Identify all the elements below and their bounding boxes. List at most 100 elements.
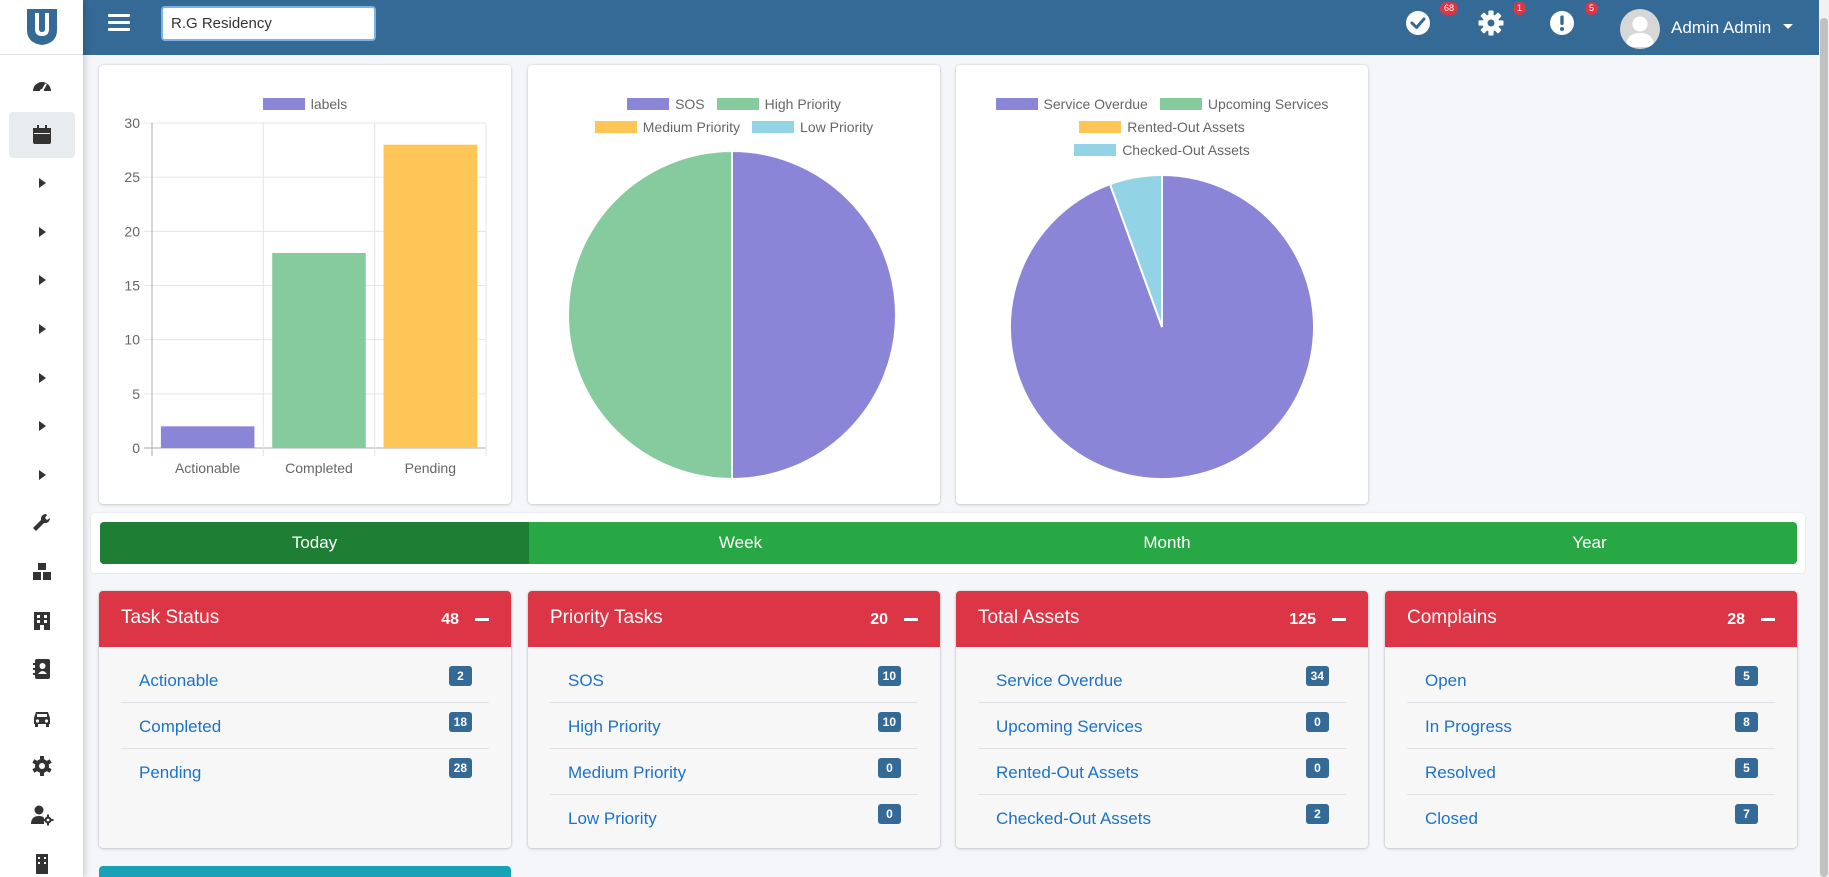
stat-link-completed[interactable]: Completed (139, 717, 222, 736)
logo-area[interactable] (0, 0, 83, 55)
page-scrollbar[interactable] (1819, 0, 1829, 877)
bar-chart-legend: labels (99, 96, 511, 119)
assets-pie-legend: Service Overdue Upcoming Services Rented-O… (956, 96, 1368, 165)
legend-swatch (752, 121, 795, 133)
sidebar-item-17[interactable] (9, 841, 75, 877)
card-total: 20 (870, 611, 888, 628)
sidebar-item-6[interactable] (9, 306, 75, 352)
property-search-input[interactable] (161, 6, 376, 41)
count-badge: 0 (1306, 712, 1329, 732)
stat-link-resolved[interactable]: Resolved (1425, 763, 1496, 782)
sidebar-item-13[interactable] (9, 646, 75, 692)
avatar[interactable] (1620, 9, 1660, 49)
collapse-minus-icon[interactable] (1332, 618, 1346, 621)
calendar-icon (32, 124, 51, 144)
address-book-icon (32, 659, 50, 680)
legend-item[interactable]: Upcoming Services (1159, 96, 1328, 112)
stat-link-pending[interactable]: Pending (139, 763, 202, 782)
caret-right-icon (38, 323, 46, 334)
collapse-minus-icon[interactable] (1761, 618, 1775, 621)
stat-link-closed[interactable]: Closed (1425, 809, 1478, 828)
list-item: Service Overdue 34 (978, 657, 1346, 703)
sidebar-item-11[interactable] (9, 549, 75, 595)
list-item: Actionable 2 (121, 657, 489, 703)
sidebar-item-7[interactable] (9, 355, 75, 401)
sidebar-item-16[interactable] (9, 792, 75, 838)
sidebar-item-1[interactable] (9, 63, 75, 109)
legend-item[interactable]: Low Priority (752, 119, 873, 135)
collapse-minus-icon[interactable] (904, 618, 918, 621)
complains-card: Complains 28 Open 5 In Progress 8 Resolv… (1385, 591, 1797, 848)
task-status-chart-card: labels 0 5 10 15 20 25 30 Actionable Completed Pe… (99, 65, 511, 504)
legend-label: Rented-Out Assets (1127, 119, 1245, 135)
sidebar-item-15[interactable] (9, 743, 75, 789)
card-title: Complains (1407, 607, 1497, 628)
sidebar-item-9[interactable] (9, 452, 75, 498)
bar-chart: 0 5 10 15 20 25 30 Actionable Completed Pending (124, 115, 487, 476)
stat-link-high-priority[interactable]: High Priority (568, 717, 661, 736)
dashboard-gauge-icon (32, 82, 51, 93)
sidebar-item-5[interactable] (9, 257, 75, 303)
x-tick-label: Completed (285, 460, 353, 476)
pie-slice-high-priority[interactable] (567, 149, 733, 481)
user-cog-icon (30, 805, 53, 826)
tab-year[interactable]: Year (1572, 533, 1607, 552)
sidebar-item-3[interactable] (9, 160, 75, 206)
stat-link-sos[interactable]: SOS (568, 671, 604, 690)
sidebar-item-10[interactable] (9, 500, 75, 546)
sidebar-item-14[interactable] (9, 695, 75, 741)
stat-link-rented-out-assets[interactable]: Rented-Out Assets (996, 763, 1139, 782)
legend-item[interactable]: Checked-Out Assets (1074, 142, 1250, 158)
building-icon (33, 611, 50, 630)
tab-week[interactable]: Week (718, 533, 763, 552)
legend-item[interactable]: Service Overdue (995, 96, 1148, 112)
sidebar-item-8[interactable] (9, 403, 75, 449)
legend-label: Low Priority (800, 119, 874, 135)
tab-month[interactable]: Month (1143, 533, 1191, 552)
hamburger-icon[interactable] (108, 14, 130, 32)
count-badge: 2 (1306, 804, 1329, 824)
stat-link-checked-out-assets[interactable]: Checked-Out Assets (996, 809, 1151, 828)
stat-link-open[interactable]: Open (1425, 671, 1467, 690)
bar-completed[interactable] (272, 253, 366, 448)
stat-link-in-progress[interactable]: In Progress (1425, 717, 1512, 736)
list-item: Low Priority 0 (550, 795, 918, 841)
bar-actionable[interactable] (160, 426, 255, 448)
legend-item[interactable]: labels (262, 96, 347, 112)
sidebar-item-2[interactable] (8, 111, 75, 158)
sidebar-item-12[interactable] (9, 598, 75, 644)
legend-label: High Priority (764, 96, 841, 112)
stat-link-low-priority[interactable]: Low Priority (568, 809, 657, 828)
user-name[interactable]: Admin Admin (1671, 18, 1772, 37)
bar-pending[interactable] (383, 144, 478, 448)
tab-today[interactable]: Today (100, 522, 529, 564)
chevron-down-icon[interactable] (1783, 24, 1793, 29)
legend-item[interactable]: SOS (627, 96, 705, 112)
tasks-check-icon[interactable] (1404, 9, 1432, 37)
legend-item[interactable]: Medium Priority (594, 119, 741, 135)
sidebar-item-4[interactable] (9, 209, 75, 255)
alert-icon[interactable] (1548, 9, 1576, 37)
stat-link-upcoming-services[interactable]: Upcoming Services (996, 717, 1143, 736)
pie-slice-checked-out-assets[interactable] (1108, 173, 1163, 328)
stat-link-actionable[interactable]: Actionable (139, 671, 219, 690)
collapse-minus-icon[interactable] (475, 618, 489, 621)
scrollbar-thumb[interactable] (1820, 18, 1828, 877)
time-range-tabs: Today Week Month Year (100, 522, 1797, 564)
legend-label: Medium Priority (642, 119, 741, 135)
legend-item[interactable]: Rented-Out Assets (1079, 119, 1245, 135)
legend-item[interactable]: High Priority (716, 96, 841, 112)
list-item: Pending 28 (121, 749, 489, 795)
stat-link-service-overdue[interactable]: Service Overdue (996, 671, 1123, 690)
total-assets-header: Total Assets 125 (956, 591, 1368, 647)
count-badge: 34 (1305, 666, 1329, 686)
count-badge: 5 (1735, 666, 1758, 686)
stat-link-medium-priority[interactable]: Medium Priority (568, 763, 687, 782)
priority-tasks-header: Priority Tasks 20 (528, 591, 940, 647)
legend-swatch (1079, 121, 1122, 133)
legend-swatch (262, 98, 305, 110)
legend-swatch (594, 121, 637, 133)
pie-slice-sos[interactable] (731, 149, 897, 481)
card-total: 28 (1727, 611, 1745, 628)
gear-icon[interactable] (1477, 9, 1505, 37)
